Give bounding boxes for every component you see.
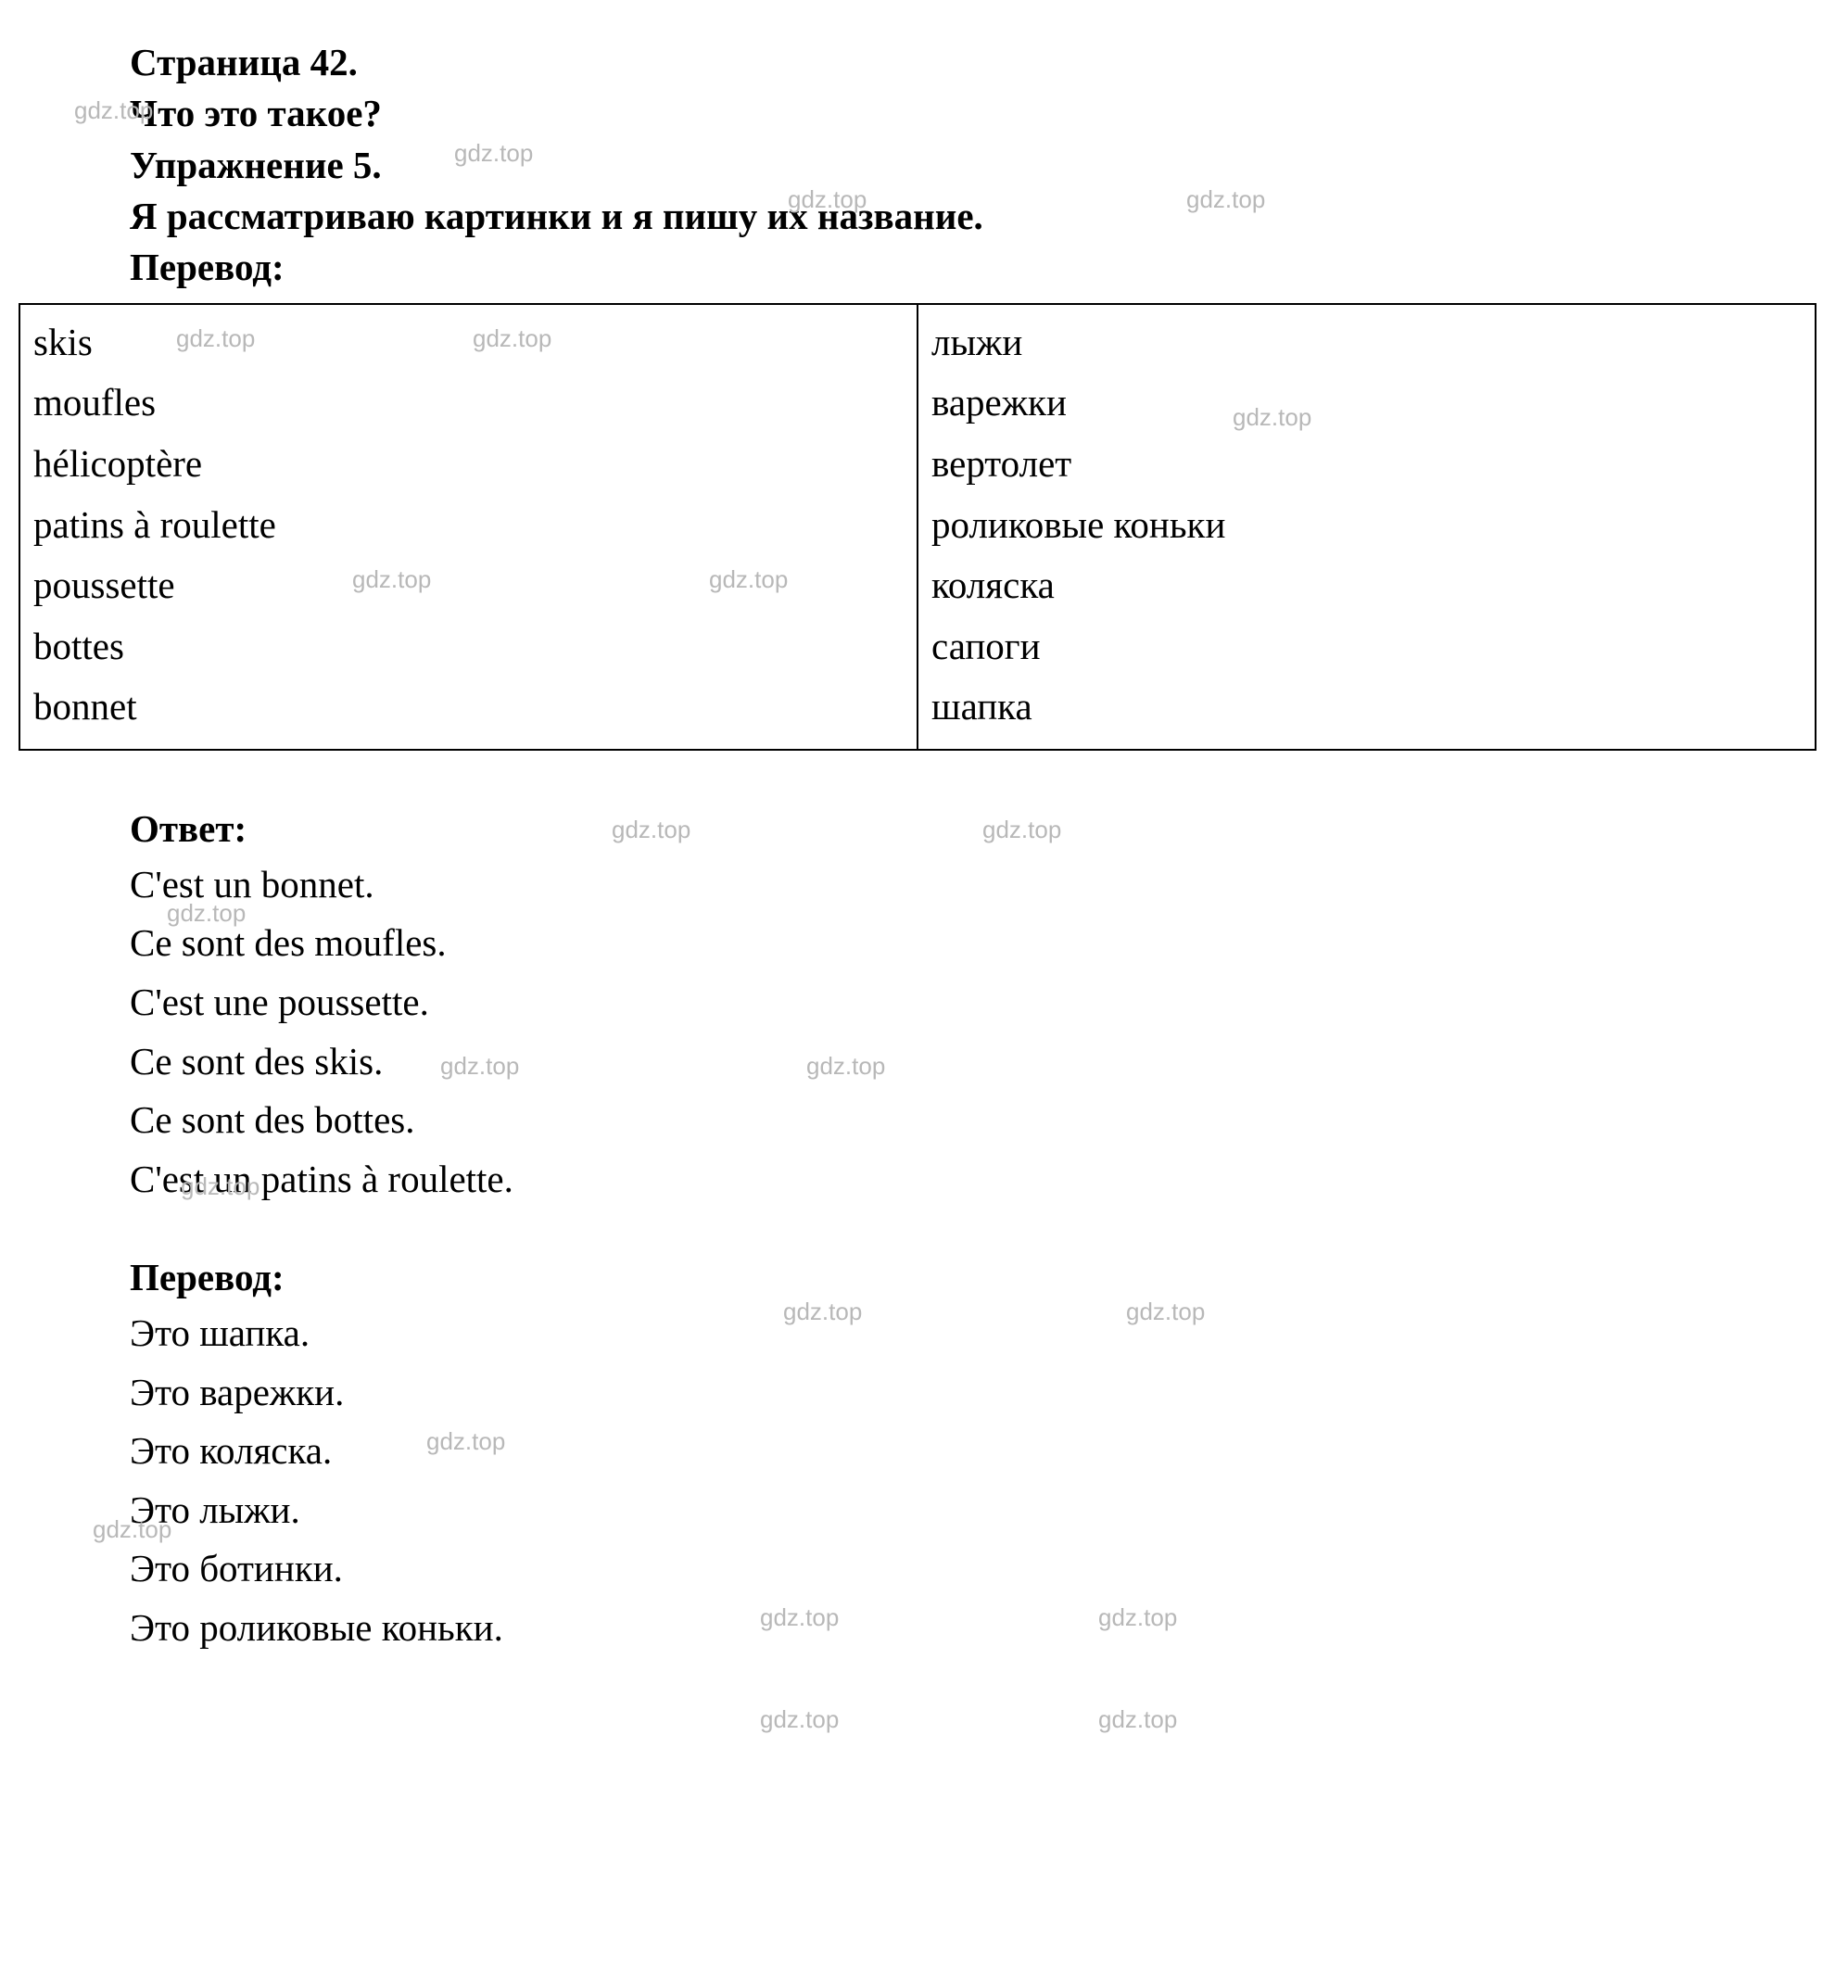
translation-line: Это ботинки. <box>130 1539 1829 1599</box>
translation-title: Перевод: <box>130 1255 1829 1299</box>
translation-line: Это варежки. <box>130 1363 1829 1423</box>
table-row: коляска <box>931 555 1802 616</box>
table-row: вертолет <box>931 434 1802 495</box>
table-row: skis <box>33 312 904 374</box>
answer-line: C'est une poussette. <box>130 973 1829 1032</box>
table-row: bonnet <box>33 677 904 738</box>
header-section: Страница 42. Что это такое? Упражнение 5… <box>19 37 1829 294</box>
french-column: skis moufles hélicoptère patins à roulet… <box>20 305 918 749</box>
page-number: Страница 42. <box>130 37 1829 88</box>
translation-line: Это роликовые коньки. <box>130 1599 1829 1658</box>
topic-title: Что это такое? <box>130 88 1829 139</box>
vocabulary-table: skis moufles hélicoptère patins à roulet… <box>19 303 1816 751</box>
translation-line: Это шапка. <box>130 1304 1829 1363</box>
document-content: Страница 42. Что это такое? Упражнение 5… <box>19 37 1829 1657</box>
table-row: шапка <box>931 677 1802 738</box>
exercise-instruction: Я рассматриваю картинки и я пишу их назв… <box>130 191 1829 242</box>
table-row: сапоги <box>931 616 1802 677</box>
answer-line: Ce sont des moufles. <box>130 914 1829 973</box>
table-row: лыжи <box>931 312 1802 374</box>
table-row: hélicoptère <box>33 434 904 495</box>
table-row: moufles <box>33 373 904 434</box>
answer-section: Ответ: C'est un bonnet. Ce sont des mouf… <box>19 806 1829 1209</box>
table-row: bottes <box>33 616 904 677</box>
watermark-text: gdz.top <box>1098 1705 1177 1734</box>
table-row: роликовые коньки <box>931 495 1802 556</box>
translation-section: Перевод: Это шапка. Это варежки. Это кол… <box>19 1255 1829 1657</box>
answer-title: Ответ: <box>130 806 1829 851</box>
answer-line: C'est un bonnet. <box>130 855 1829 915</box>
russian-column: лыжи варежки вертолет роликовые коньки к… <box>918 305 1815 749</box>
translation-label: Перевод: <box>130 242 1829 293</box>
table-row: варежки <box>931 373 1802 434</box>
exercise-number: Упражнение 5. <box>130 140 1829 191</box>
answer-line: Ce sont des skis. <box>130 1032 1829 1092</box>
table-row: poussette <box>33 555 904 616</box>
answer-line: Ce sont des bottes. <box>130 1091 1829 1150</box>
watermark-text: gdz.top <box>760 1705 839 1734</box>
table-row: patins à roulette <box>33 495 904 556</box>
translation-line: Это коляска. <box>130 1422 1829 1481</box>
answer-line: C'est un patins à roulette. <box>130 1150 1829 1209</box>
translation-line: Это лыжи. <box>130 1481 1829 1540</box>
